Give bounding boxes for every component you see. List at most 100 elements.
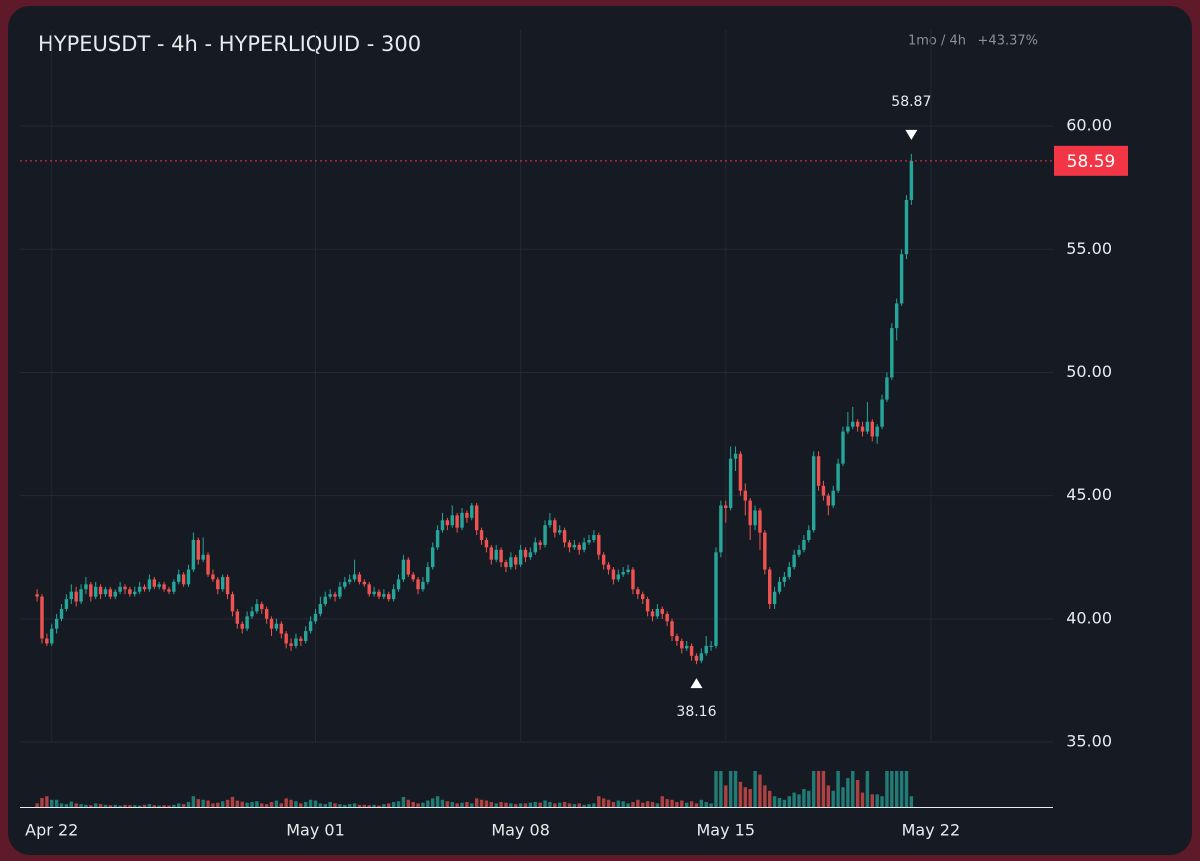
volume-bar [435,796,440,807]
low-marker [690,678,703,689]
candle-body [103,589,108,595]
candle-body [714,552,718,646]
volume-bar [782,799,787,807]
candle-body [533,542,537,553]
candle-body [333,594,337,597]
candle-body [225,576,230,595]
candle-body [167,589,171,592]
volume-bar [372,804,376,807]
chart-title: HYPEUSDT - 4h - HYPERLIQUID - 300 [38,32,421,56]
candle-body [528,552,533,558]
candle-body [411,574,415,580]
volume-bar [533,801,537,807]
volume-bar [181,804,186,807]
candle-body [474,505,479,531]
candle-body [557,530,562,533]
candle-body [699,653,704,661]
x-tick-label: May 01 [286,821,345,840]
volume-bar [406,799,411,807]
candle-body [865,421,870,432]
candle-body [797,549,801,555]
volume-bar [518,803,523,807]
volume-bar [611,801,616,807]
high-marker [905,129,918,140]
candle-body [851,421,855,427]
volume-bar [40,798,44,807]
candle-body [240,623,244,629]
candle-body [504,562,508,568]
volume-bar [54,799,59,807]
candle-body [201,554,205,560]
change-label: +43.37% [978,34,1038,49]
candle-body [435,530,440,548]
volume-bar [831,790,835,807]
volume-bar [553,803,557,807]
volume-bar [655,803,660,807]
candle-body [352,574,357,580]
volume-bar [440,799,445,807]
candle-body [743,490,748,501]
candle-body [704,645,708,654]
candle-body [347,579,352,582]
volume-bar [191,796,196,807]
candle-body [211,574,215,580]
volume-bar [748,789,752,807]
candle-body [768,569,772,605]
volume-bar [328,801,332,807]
candle-body [479,530,484,540]
candle-body [128,589,132,595]
volume-bar [177,803,181,807]
candle-body [372,591,376,595]
candle-body [465,512,469,518]
candle-body [416,579,420,590]
volume-bar [860,792,865,807]
volume-bar [162,805,166,807]
volume-bar [753,771,757,807]
volume-bar [465,801,469,807]
candle-body [284,633,288,644]
volume-bar [333,803,337,807]
candle-body [64,599,69,609]
volume-bar [279,803,284,807]
volume-bar [684,802,689,807]
volume-bar [675,801,679,807]
candle-body [621,572,625,575]
candle-body [816,456,821,486]
volume-bar [79,804,83,807]
candle-body [831,490,835,506]
candle-body [811,456,816,531]
volume-bar [245,802,249,807]
candle-body [514,557,518,565]
candle-body [367,584,371,595]
candle-body [807,530,811,540]
candle-body [220,576,225,590]
candle-body [645,599,650,612]
volume-bar [474,798,479,807]
candle-body [894,303,899,329]
volume-bar [743,787,748,807]
candle-body [318,604,323,614]
volume-bar [821,771,826,807]
volume-bar [514,804,518,807]
volume-bar [807,790,811,807]
candle-body [35,594,39,597]
volume-bar [885,771,889,807]
candle-body [421,581,425,590]
candle-body [264,608,269,619]
volume-bar [645,801,650,807]
candle-body [426,567,430,582]
candle-body [885,377,889,400]
candle-body [826,495,831,506]
candle-body [567,542,572,548]
volume-bar [899,771,904,807]
volume-bar [264,804,269,807]
candle-body [597,535,601,555]
volume-bar [528,802,533,807]
volume-bar [484,800,489,807]
candle-body [543,525,547,545]
candle-body [719,505,723,553]
volume-bar [69,801,73,807]
candle-body [230,594,235,612]
